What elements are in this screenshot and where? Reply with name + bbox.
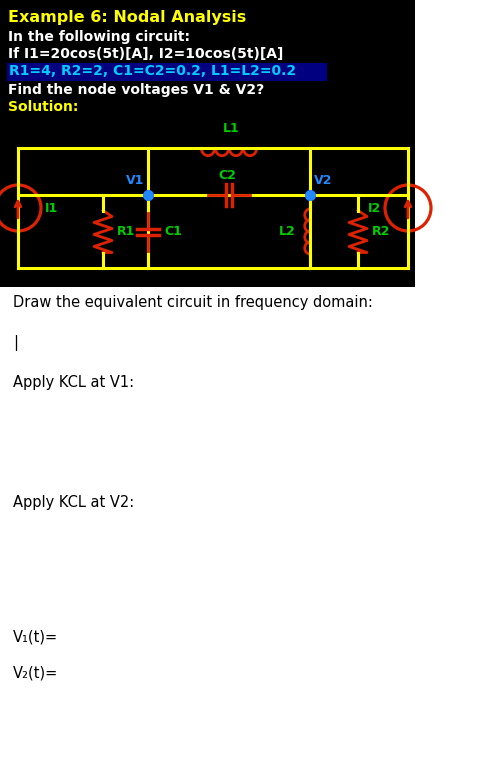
Text: R2: R2 [372,225,391,238]
Text: |: | [13,335,18,351]
Text: V2: V2 [314,174,332,187]
Bar [0,0,415,287]
Text: Apply KCL at V2:: Apply KCL at V2: [13,495,134,510]
Text: R1: R1 [117,225,135,238]
Text: C1: C1 [164,225,182,238]
Text: L1: L1 [223,122,239,135]
Text: V₂(t)=: V₂(t)= [13,665,58,680]
Bar [7,63,327,81]
Text: Example 6: Nodal Analysis: Example 6: Nodal Analysis [8,10,246,25]
Text: Find the node voltages V1 & V2?: Find the node voltages V1 & V2? [8,83,264,97]
Text: L2: L2 [279,225,296,238]
Text: R1=4, R2=2, C1=C2=0.2, L1=L2=0.2: R1=4, R2=2, C1=C2=0.2, L1=L2=0.2 [9,64,296,78]
Bar [0,287,478,772]
Text: Apply KCL at V1:: Apply KCL at V1: [13,375,134,390]
Text: V₁(t)=: V₁(t)= [13,630,58,645]
Text: I1: I1 [45,201,58,215]
Text: C2: C2 [218,169,236,182]
Text: Draw the equivalent circuit in frequency domain:: Draw the equivalent circuit in frequency… [13,295,373,310]
Text: V1: V1 [126,174,144,187]
Text: In the following circuit:: In the following circuit: [8,30,190,44]
Text: If I1=20cos(5t)[A], I2=10cos(5t)[A]: If I1=20cos(5t)[A], I2=10cos(5t)[A] [8,47,283,61]
Text: Solution:: Solution: [8,100,78,114]
Text: I2: I2 [368,201,381,215]
